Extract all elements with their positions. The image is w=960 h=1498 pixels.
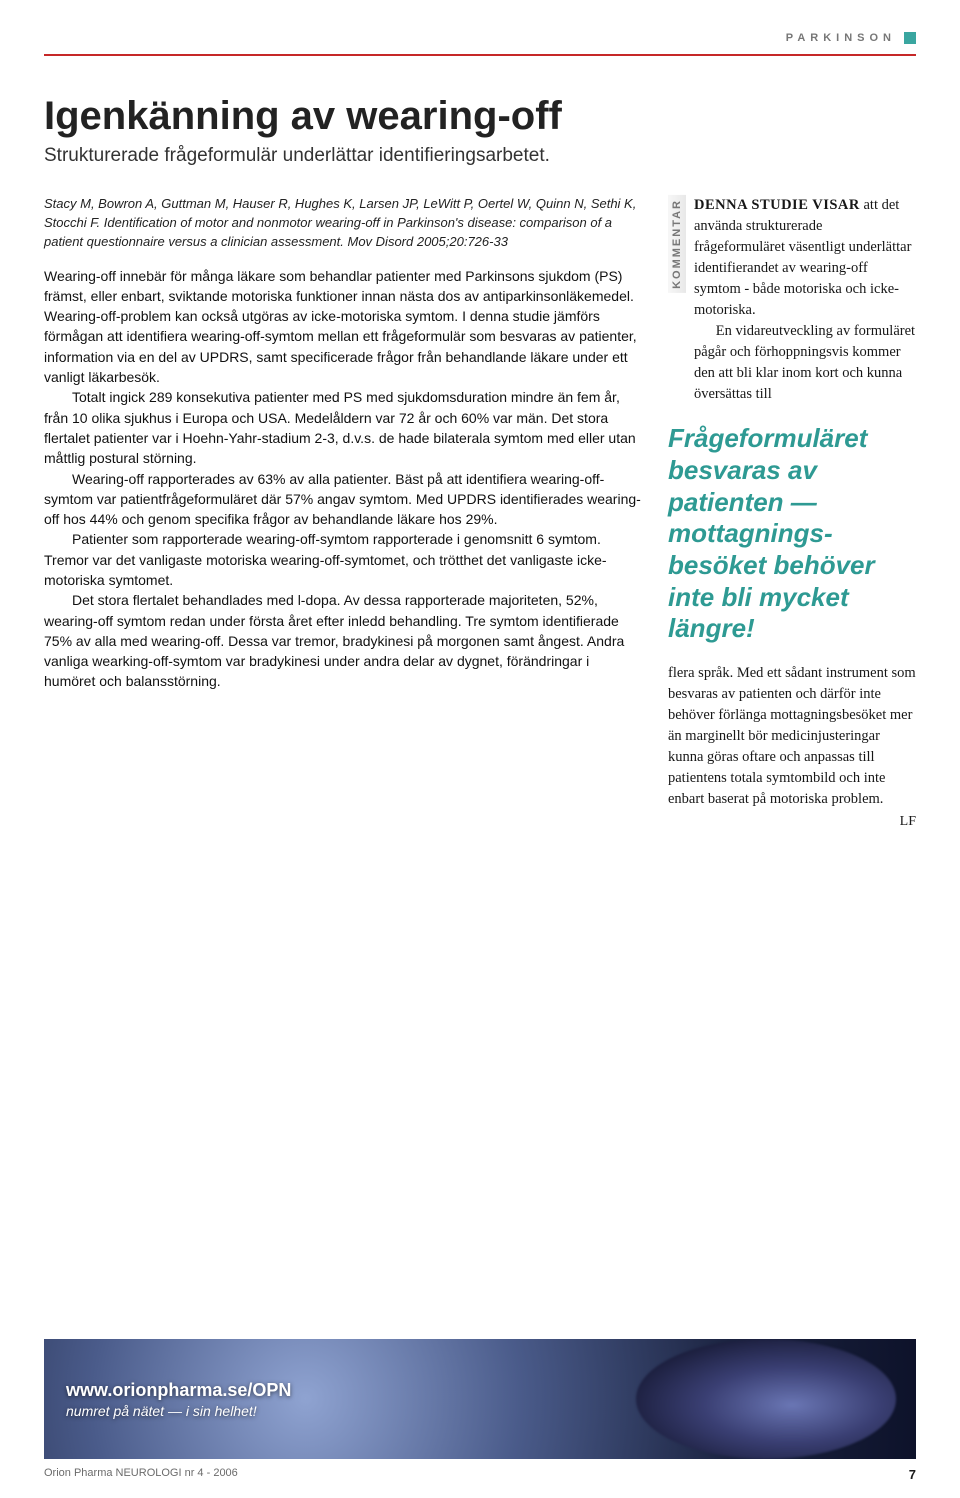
body-paragraph: Totalt ingick 289 konsekutiva patienter … bbox=[44, 387, 644, 468]
kommentar-tag: KOMMENTAR bbox=[668, 195, 686, 293]
article-subtitle: Strukturerade frågeformulär underlättar … bbox=[44, 145, 916, 167]
running-footer-left: Orion Pharma NEUROLOGI nr 4 - 2006 bbox=[44, 1467, 238, 1482]
body-paragraph: Det stora flertalet behandlades med l-do… bbox=[44, 590, 644, 691]
body-paragraph: Wearing-off innebär för många läkare som… bbox=[44, 266, 644, 388]
kommentar-lead: DENNA STUDIE VISAR bbox=[694, 197, 860, 213]
byline: LF bbox=[668, 814, 916, 830]
footer-tagline: numret på nätet — i sin helhet! bbox=[66, 1403, 291, 1419]
kommentar-p1b: En vidareutveckling av formuläret pågår … bbox=[694, 321, 916, 405]
kommentar-text: DENNA STUDIE VISAR att det använda struk… bbox=[694, 195, 916, 405]
footer-url: www.orionpharma.se/OPN bbox=[66, 1380, 291, 1401]
kommentar-p1: att det använda strukturerade frågeformu… bbox=[694, 197, 911, 318]
kommentar-p2: flera språk. Med ett sådant instrument s… bbox=[668, 663, 916, 810]
footer-banner: www.orionpharma.se/OPN numret på nätet —… bbox=[44, 1339, 916, 1459]
page-number: 7 bbox=[909, 1467, 916, 1482]
header-rule bbox=[44, 54, 916, 56]
body-paragraph: Wearing-off rapporterades av 63% av alla… bbox=[44, 469, 644, 530]
citation: Stacy M, Bowron A, Guttman M, Hauser R, … bbox=[44, 195, 644, 252]
section-label: PARKINSON bbox=[786, 32, 916, 44]
article-body: Wearing-off innebär för många läkare som… bbox=[44, 266, 644, 692]
pull-quote: Frågeformuläret besvaras av patienten — … bbox=[668, 423, 916, 645]
body-paragraph: Patienter som rapporterade wearing-off-s… bbox=[44, 529, 644, 590]
article-title: Igenkänning av wearing-off bbox=[44, 94, 916, 139]
